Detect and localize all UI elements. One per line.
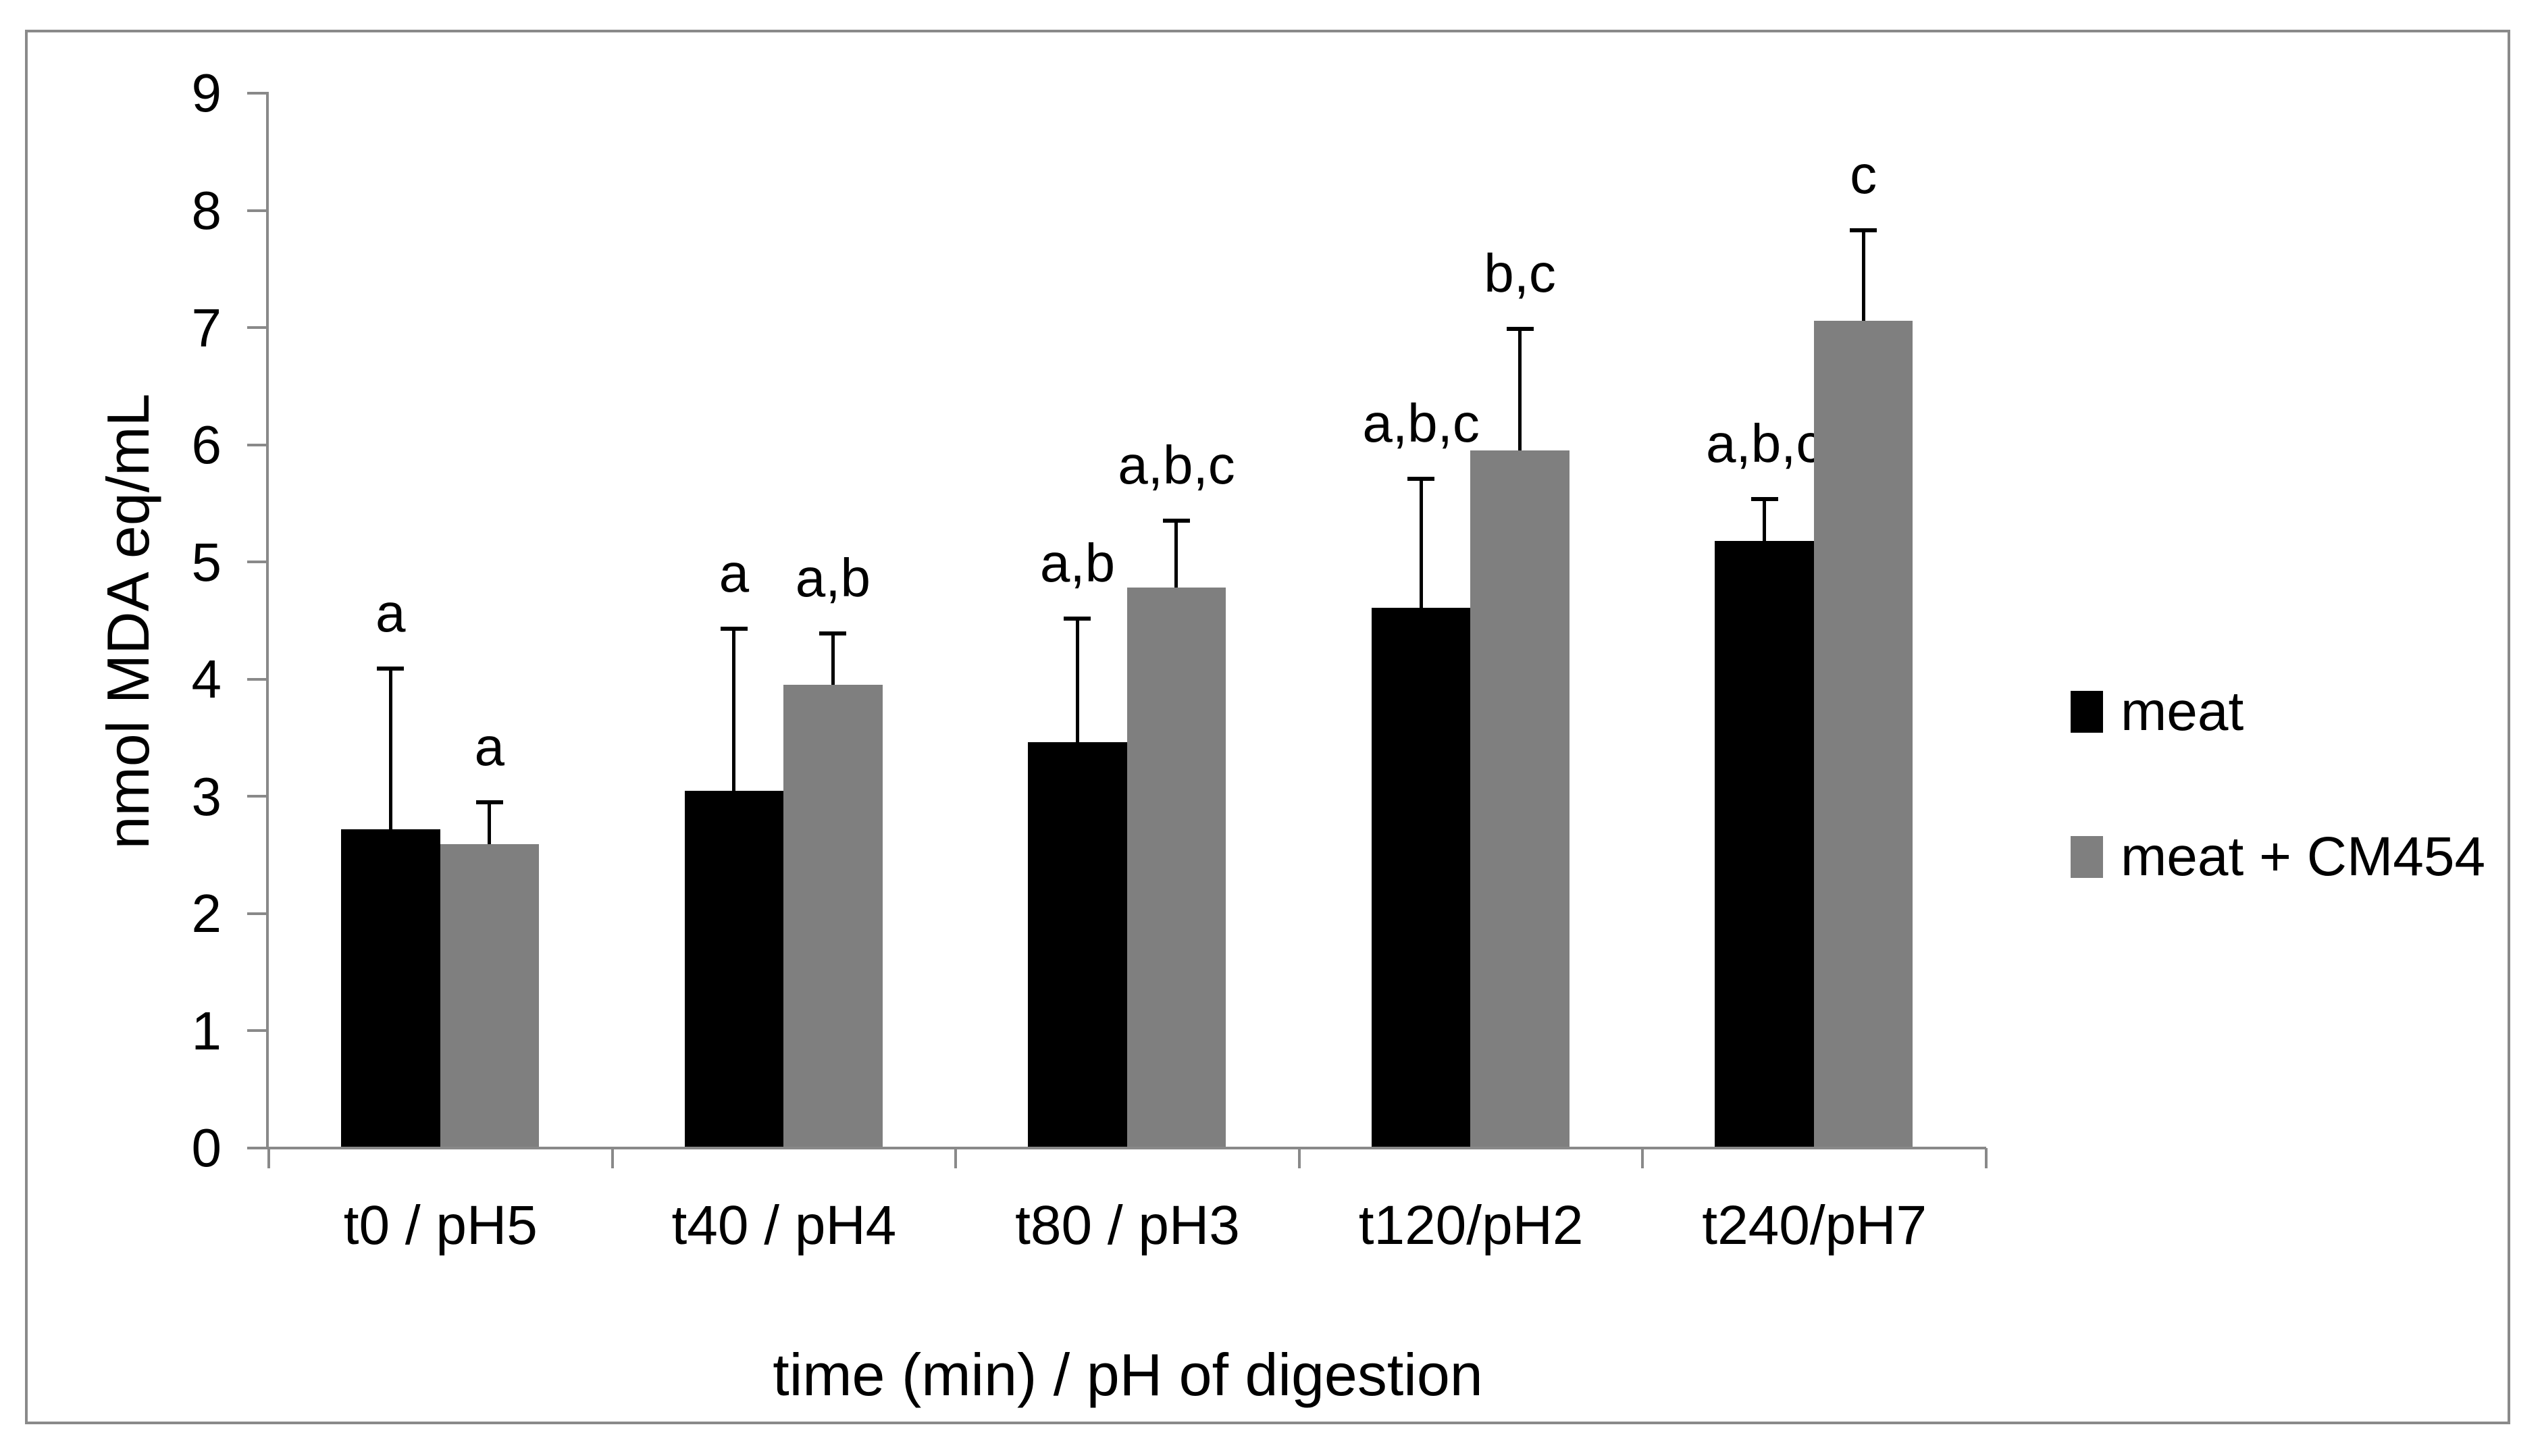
- y-axis-tick: [247, 1029, 266, 1033]
- y-axis-tick: [247, 912, 266, 915]
- error-bar-cap: [1162, 519, 1190, 523]
- y-tick-label: 0: [191, 1118, 222, 1178]
- sig-letter: c: [1850, 145, 1877, 205]
- legend-entry-meat: meat: [2071, 681, 2244, 742]
- y-tick-label: 3: [191, 766, 222, 827]
- y-tick-label: 7: [191, 297, 222, 358]
- legend-marker-meat-icon: [2071, 691, 2103, 733]
- y-tick-label: 8: [191, 180, 222, 240]
- sig-letter: a: [375, 583, 406, 644]
- sig-letter: a: [719, 543, 750, 604]
- error-bar-stem: [1518, 328, 1522, 451]
- bar-meat-cm454: [1813, 320, 1913, 1147]
- x-axis-tick: [1641, 1148, 1644, 1168]
- y-axis-tick: [247, 326, 266, 330]
- error-bar-cap: [1850, 228, 1877, 233]
- error-bar-stem: [1419, 478, 1423, 608]
- bar-meat-cm454: [783, 685, 883, 1147]
- error-bar-stem: [488, 802, 492, 845]
- legend-marker-meat-cm454-icon: [2071, 836, 2103, 878]
- legend-entry-meat-cm454: meat + CM454: [2071, 826, 2486, 887]
- y-tick-label: 5: [191, 531, 222, 592]
- error-bar-stem: [1075, 618, 1079, 743]
- sig-letter: a,b: [795, 548, 871, 608]
- y-axis-title: nmol MDA eq/mL: [95, 393, 161, 850]
- y-tick-label: 6: [191, 415, 222, 475]
- legend-label-meat: meat: [2121, 681, 2244, 742]
- error-bar-cap: [377, 667, 405, 671]
- sig-letter: a: [474, 717, 505, 777]
- y-axis-tick: [247, 1147, 266, 1149]
- sig-letter: a,b,c: [1362, 392, 1480, 453]
- error-bar-stem: [831, 633, 835, 685]
- y-axis-tick: [247, 209, 266, 212]
- sig-letter: a,b,c: [1118, 435, 1235, 496]
- y-axis-tick: [247, 443, 266, 446]
- sig-letter: b,c: [1484, 242, 1556, 303]
- bar-meat-cm454: [1126, 588, 1226, 1147]
- x-axis-tick: [611, 1148, 614, 1168]
- error-bar-cap: [1407, 476, 1435, 481]
- error-bar-cap: [1064, 616, 1091, 621]
- error-bar-cap: [720, 627, 748, 631]
- y-axis-line: [266, 92, 269, 1149]
- x-axis-tick: [267, 1148, 270, 1168]
- y-axis-tick: [247, 561, 266, 564]
- y-axis-tick: [247, 677, 266, 681]
- bar-meat: [1028, 742, 1127, 1147]
- x-axis-tick: [1297, 1148, 1301, 1168]
- sig-letter: a,b,c: [1705, 413, 1823, 473]
- bar-meat-cm454: [1470, 450, 1570, 1147]
- legend-label-meat-cm454: meat + CM454: [2121, 826, 2486, 887]
- bar-meat: [341, 829, 440, 1147]
- error-bar-stem: [1861, 230, 1865, 321]
- error-bar-cap: [1506, 326, 1534, 331]
- y-tick-label: 2: [191, 883, 222, 944]
- x-axis-line: [266, 1147, 1986, 1149]
- error-bar-stem: [388, 669, 392, 829]
- bar-meat: [684, 790, 784, 1147]
- x-category-label: t40 / pH4: [671, 1195, 897, 1256]
- error-bar-stem: [1763, 498, 1767, 541]
- x-category-label: t120/pH2: [1358, 1195, 1584, 1256]
- error-bar-cap: [1750, 496, 1778, 501]
- bar-meat: [1715, 540, 1814, 1147]
- x-axis-title: time (min) / pH of digestion: [773, 1341, 1483, 1408]
- x-axis-tick: [954, 1148, 958, 1168]
- y-axis-tick: [247, 92, 266, 95]
- error-bar-stem: [732, 629, 736, 791]
- y-tick-label: 1: [191, 1000, 222, 1061]
- x-category-label: t240/pH7: [1702, 1195, 1927, 1256]
- y-axis-tick: [247, 795, 266, 798]
- bar-meat: [1371, 607, 1471, 1147]
- error-bar-cap: [819, 631, 847, 636]
- y-tick-label: 4: [191, 649, 222, 710]
- x-category-label: t80 / pH3: [1015, 1195, 1240, 1256]
- error-bar-stem: [1174, 521, 1178, 588]
- y-tick-label: 9: [191, 63, 222, 124]
- error-bar-cap: [475, 800, 503, 804]
- sig-letter: a,b: [1039, 532, 1116, 593]
- x-category-label: t0 / pH5: [343, 1195, 538, 1256]
- bar-meat-cm454: [440, 844, 539, 1147]
- x-axis-tick: [1985, 1148, 1988, 1168]
